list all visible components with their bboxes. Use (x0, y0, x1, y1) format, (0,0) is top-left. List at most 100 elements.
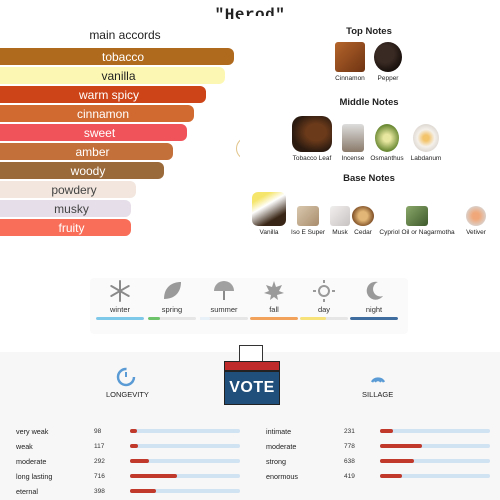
accord-label: amber (75, 144, 110, 159)
rating-count: 117 (94, 442, 105, 450)
rating-label: enormous (266, 471, 298, 481)
season-night[interactable]: night (350, 278, 398, 320)
accord-bar: fruity (0, 219, 131, 236)
main-accords-heading: main accords (89, 28, 161, 42)
rating-label: eternal (16, 486, 38, 496)
iso-e-super-icon (297, 206, 319, 226)
longevity-row[interactable]: weak 117 (16, 439, 240, 453)
osmanthus-icon (375, 124, 399, 152)
longevity-row[interactable]: very weak 98 (16, 424, 240, 438)
accord-bar: sweet (0, 124, 187, 141)
umbrella-icon (210, 278, 238, 304)
note-incense[interactable]: Incense (336, 124, 370, 162)
rating-fill (130, 474, 178, 478)
rating-track (380, 474, 490, 478)
season-level (148, 317, 160, 320)
accords-chart: tobacco vanilla warm spicy cinnamon sweet amb… (0, 48, 240, 240)
rating-track (130, 429, 240, 433)
sillage-row[interactable]: enormous 419 (266, 469, 490, 483)
longevity-row[interactable]: eternal 398 (16, 484, 240, 498)
longevity-row[interactable]: moderate 292 (16, 454, 240, 468)
sillage-heading: SILLAGE (362, 390, 394, 399)
rating-label: intimate (266, 426, 292, 436)
season-winter[interactable]: winter (96, 278, 144, 320)
maple-leaf-icon (260, 278, 288, 304)
note-cinnamon[interactable]: Cinnamon (332, 42, 368, 82)
sillage-row[interactable]: moderate 778 (266, 439, 490, 453)
musk-icon (330, 206, 350, 226)
note-pepper[interactable]: Pepper (370, 42, 406, 82)
vanilla-icon (252, 192, 286, 226)
accord-label: woody (70, 163, 106, 178)
season-summer[interactable]: summer (200, 278, 248, 320)
note-cedar[interactable]: Cedar (348, 206, 378, 236)
rating-count: 98 (94, 427, 102, 435)
sillage-row[interactable]: intimate 231 (266, 424, 490, 438)
tobacco-leaf-icon (292, 116, 332, 152)
note-labdanum[interactable]: Labdanum (406, 124, 446, 162)
accord-label: vanilla (101, 68, 136, 83)
ballot-box: VOTE (224, 371, 280, 405)
note-vetiver[interactable]: Vetiver (460, 206, 492, 236)
moon-icon (360, 278, 388, 304)
note-tobacco-leaf[interactable]: Tobacco Leaf (290, 116, 334, 162)
rating-fill (380, 459, 415, 463)
middle-notes-heading: Middle Notes (339, 97, 399, 108)
vote-button[interactable]: VOTE (224, 345, 280, 407)
sillage-row[interactable]: strong 638 (266, 454, 490, 468)
snowflake-icon (106, 278, 134, 304)
rating-count: 398 (94, 487, 105, 495)
accord-bar: tobacco (0, 48, 234, 65)
notes-pyramid: Top Notes Middle Notes Base Notes Cinnam… (240, 16, 498, 242)
season-level (250, 317, 298, 320)
accord-bar: musky (0, 200, 131, 217)
accord-bar: cinnamon (0, 105, 194, 122)
season-spring[interactable]: spring (148, 278, 196, 320)
pepper-icon (374, 42, 402, 72)
note-musk[interactable]: Musk (326, 206, 354, 236)
longevity-ratings: very weak 98 weak 117 moderate 292 long lastin… (16, 424, 246, 500)
sillage-icon (367, 366, 389, 388)
top-notes-heading: Top Notes (346, 26, 392, 37)
note-cypriol-oil[interactable]: Cypriol Oil or Nagarmotha (374, 206, 460, 236)
vetiver-icon (466, 206, 486, 226)
vote-label: VOTE (229, 379, 275, 396)
accord-bar: woody (0, 162, 164, 179)
accord-label: musky (54, 201, 89, 216)
accord-bar: warm spicy (0, 86, 206, 103)
rating-count: 292 (94, 457, 105, 465)
sun-icon (310, 278, 338, 304)
rating-track (380, 444, 490, 448)
rating-track (130, 459, 240, 463)
ballot-slot (224, 361, 280, 371)
sillage-ratings: intimate 231 moderate 778 strong 638 enormous 4… (266, 424, 496, 488)
rating-label: long lasting (16, 471, 53, 481)
rating-track (130, 444, 240, 448)
season-day[interactable]: day (300, 278, 348, 320)
season-level (300, 317, 327, 320)
rating-label: moderate (266, 441, 297, 451)
rating-count: 231 (344, 427, 355, 435)
rating-label: very weak (16, 426, 49, 436)
accord-label: warm spicy (78, 87, 139, 102)
season-fall[interactable]: fall (250, 278, 298, 320)
note-iso-e-super[interactable]: Iso E Super (286, 206, 330, 236)
rating-track (130, 474, 240, 478)
accord-label: powdery (51, 182, 97, 197)
labdanum-icon (413, 124, 439, 152)
note-osmanthus[interactable]: Osmanthus (368, 124, 406, 162)
rating-fill (130, 429, 137, 433)
base-notes-heading: Base Notes (343, 173, 395, 184)
rating-count: 638 (344, 457, 355, 465)
longevity-row[interactable]: long lasting 716 (16, 469, 240, 483)
rating-fill (130, 444, 138, 448)
note-vanilla[interactable]: Vanilla (248, 192, 290, 236)
rating-fill (380, 444, 422, 448)
season-ratings: winter spring summer fall day night (90, 278, 408, 334)
longevity-icon (115, 366, 137, 388)
season-level (350, 317, 398, 320)
cinnamon-icon (335, 42, 365, 72)
rating-track (130, 489, 240, 493)
rating-track (380, 429, 490, 433)
rating-label: weak (16, 441, 33, 451)
